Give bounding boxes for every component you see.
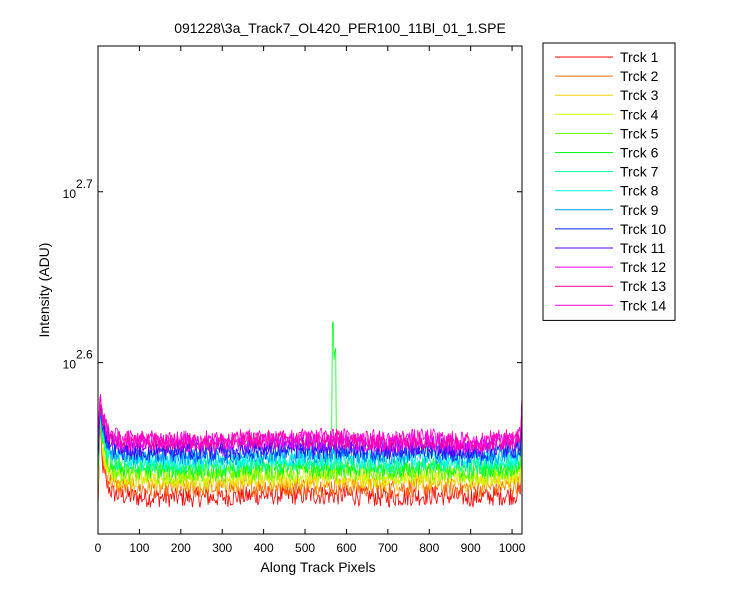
- x-tick-label: 0: [95, 541, 102, 555]
- y-tick-label-base: 10: [63, 187, 77, 201]
- x-tick-label: 600: [336, 541, 356, 555]
- y-axis-label: Intensity (ADU): [36, 243, 52, 338]
- series-line-trck-12: [97, 395, 523, 455]
- legend-label-trck-4: Trck 4: [620, 106, 659, 122]
- series-line-trck-1: [97, 419, 523, 508]
- x-tick-label: 200: [171, 541, 191, 555]
- legend-label-trck-2: Trck 2: [620, 68, 659, 84]
- chart-title: 091228\3a_Track7_OL420_PER100_11Bl_01_1.…: [174, 20, 506, 36]
- x-tick-label: 700: [378, 541, 398, 555]
- legend-label-trck-10: Trck 10: [620, 221, 666, 237]
- x-tick-label: 1000: [499, 541, 526, 555]
- legend-label-trck-6: Trck 6: [620, 145, 659, 161]
- legend-label-trck-3: Trck 3: [620, 87, 659, 103]
- series-line-trck-14: [97, 394, 523, 450]
- legend-label-trck-11: Trck 11: [620, 240, 665, 256]
- legend-label-trck-13: Trck 13: [620, 278, 666, 294]
- y-tick-label-base: 10: [63, 358, 77, 372]
- x-tick-label: 800: [419, 541, 439, 555]
- legend-label-trck-1: Trck 1: [620, 49, 659, 65]
- legend-box: [542, 42, 676, 321]
- legend-label-trck-12: Trck 12: [620, 259, 666, 275]
- x-tick-label: 300: [212, 541, 232, 555]
- x-tick-label: 900: [461, 541, 481, 555]
- x-tick-label: 100: [129, 541, 149, 555]
- legend-label-trck-8: Trck 8: [620, 183, 659, 199]
- legend-label-trck-7: Trck 7: [620, 164, 659, 180]
- x-tick-label: 500: [295, 541, 315, 555]
- series-layer: [97, 321, 523, 508]
- plot-frame: [97, 45, 523, 535]
- x-tick-label: 400: [254, 541, 274, 555]
- legend-label-trck-14: Trck 14: [620, 297, 666, 313]
- y-tick-label-exponent: 2.6: [76, 348, 93, 362]
- y-tick-label-exponent: 2.7: [76, 177, 93, 191]
- legend: Trck 1 Trck 2 Trck 3 Trck 4 Trck 5 Trck 6 Trck…: [542, 42, 676, 321]
- legend-label-trck-5: Trck 5: [620, 125, 659, 141]
- legend-label-trck-9: Trck 9: [620, 202, 659, 218]
- x-axis: 0 100 200 300 400 500 600 700 800 900 1000: [95, 46, 526, 555]
- x-axis-label: Along Track Pixels: [260, 559, 375, 575]
